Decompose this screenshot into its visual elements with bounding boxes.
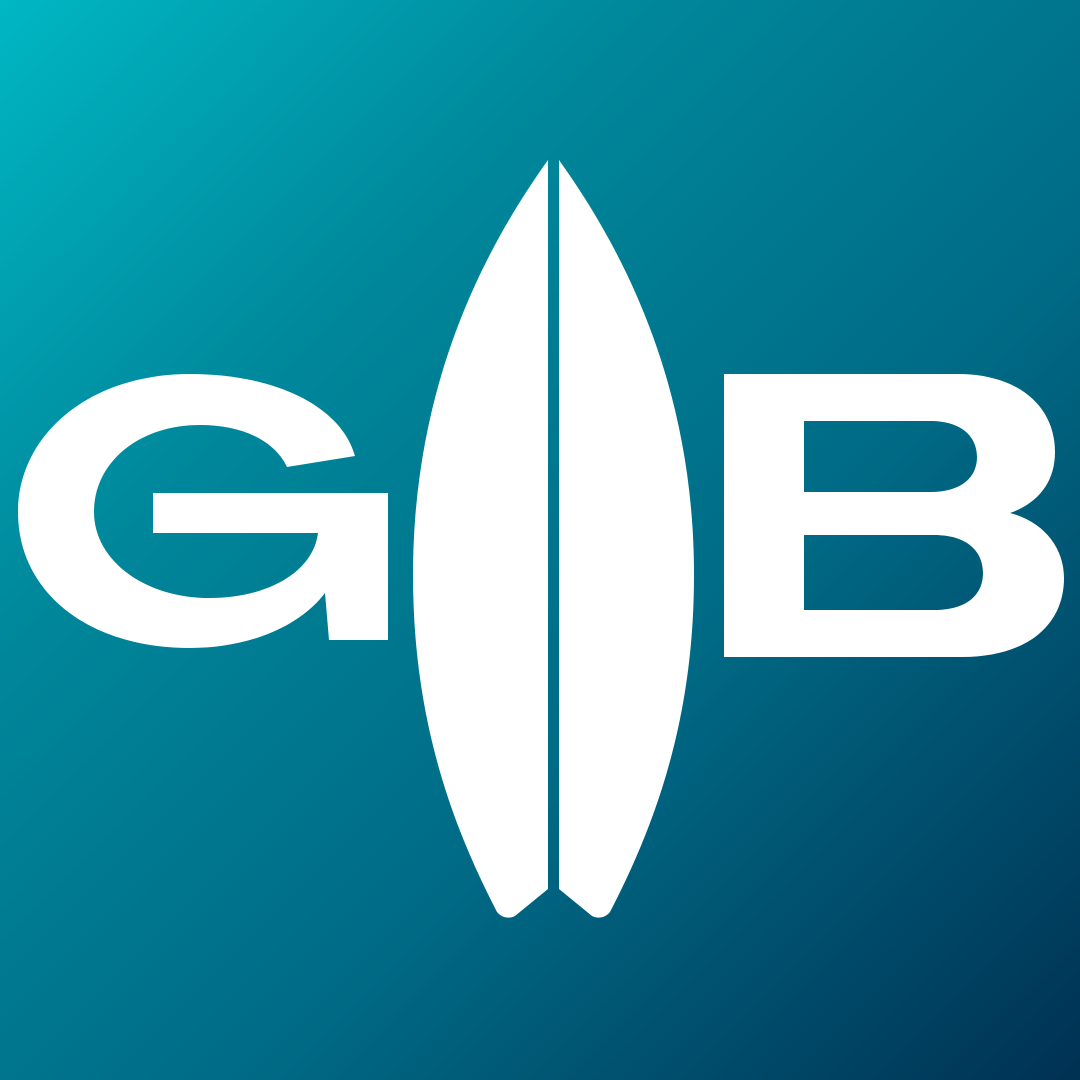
surfboard-right-half: [559, 160, 694, 918]
logo-letter-b: [724, 374, 1064, 657]
surfboard-left-half: [413, 160, 548, 918]
logo-letter-g: [18, 374, 388, 648]
surfboard-icon: [413, 160, 694, 918]
